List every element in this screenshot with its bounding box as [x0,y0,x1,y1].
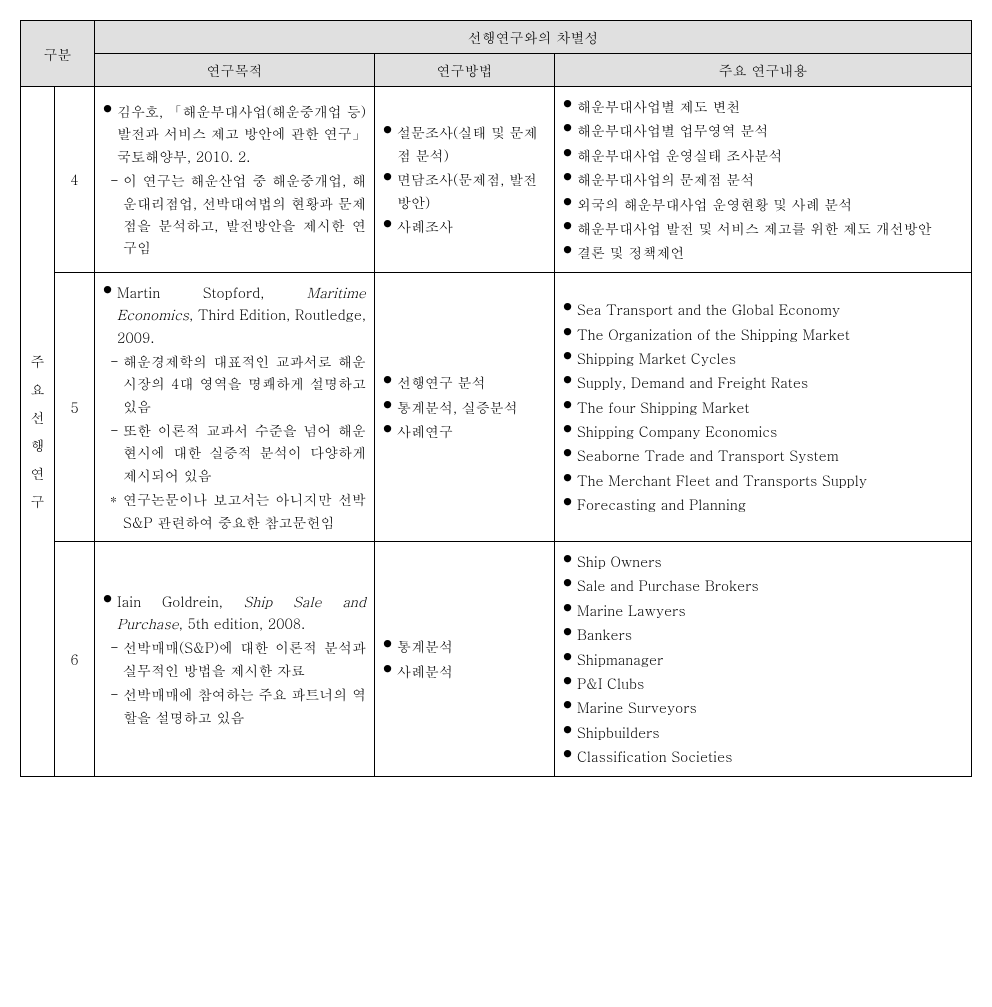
purpose-sub: 선박매매에 참여하는 주요 파트너의 역할을 설명하고 있음 [103,683,366,728]
category-label: 주요선행연구 [31,351,45,511]
purpose-sub: 이 연구는 해운산업 중 해운중개업, 해운대리점업, 선박대여법의 현황과 문… [103,169,366,259]
content-item: 해운부대사업 발전 및 서비스 제고를 위한 제도 개선방안 [563,217,963,239]
purpose-cell: Iain Goldrein, Ship Sale and Purchase, 5… [95,542,375,777]
purpose-list: Iain Goldrein, Ship Sale and Purchase, 5… [103,590,366,728]
table-row: 주요선행연구 4 김우호, 「해운부대사업(해운중개업 등) 발전과 서비스 제… [21,87,972,273]
purpose-sub: 해운경제학의 대표적인 교과서로 해운시장의 4대 영역을 명쾌하게 설명하고 … [103,350,366,417]
content-list: Ship Owners Sale and Purchase Brokers Ma… [563,550,963,768]
purpose-list: 김우호, 「해운부대사업(해운중개업 등) 발전과 서비스 제고 방안에 관한 … [103,100,366,259]
content-item: Shipping Company Economics [563,420,963,442]
purpose-cell: Martin Stopford, Maritime Economics, Thi… [95,272,375,541]
table-row: 5 Martin Stopford, Maritime Economics, T… [21,272,972,541]
purpose-main: Martin Stopford, Maritime Economics, Thi… [103,281,366,348]
table-row: 6 Iain Goldrein, Ship Sale and Purchase,… [21,542,972,777]
purpose-star: 연구논문이나 보고서는 아니지만 선박 S&P 관련하여 중요한 참고문헌임 [103,488,366,533]
purpose-text: Martin Stopford, [117,282,307,302]
method-cell: 통계분석 사례분석 [375,542,555,777]
content-item: Sale and Purchase Brokers [563,574,963,596]
content-item: Classification Societies [563,745,963,767]
method-item: 사례조사 [383,215,546,237]
content-item: Bankers [563,623,963,645]
research-table: 구분 선행연구와의 차별성 연구목적 연구방법 주요 연구내용 주요선행연구 4… [20,20,972,777]
header-diff: 선행연구와의 차별성 [95,21,972,54]
method-item: 통계분석, 실증분석 [383,396,546,418]
method-list: 선행연구 분석 통계분석, 실증분석 사례연구 [383,371,546,442]
content-item: The Organization of the Shipping Market [563,323,963,345]
content-item: The four Shipping Market [563,396,963,418]
method-item: 사례분석 [383,660,546,682]
content-list: Sea Transport and the Global Economy The… [563,298,963,516]
category-cell: 주요선행연구 [21,87,55,777]
content-item: Seaborne Trade and Transport System [563,444,963,466]
content-item: Supply, Demand and Freight Rates [563,371,963,393]
content-item: 결론 및 정책제언 [563,241,963,263]
header-method: 연구방법 [375,54,555,87]
purpose-cell: 김우호, 「해운부대사업(해운중개업 등) 발전과 서비스 제고 방안에 관한 … [95,87,375,273]
content-cell: Ship Owners Sale and Purchase Brokers Ma… [555,542,972,777]
content-item: Shipbuilders [563,721,963,743]
content-item: The Merchant Fleet and Transports Supply [563,469,963,491]
row-number: 5 [55,272,95,541]
content-item: Marine Surveyors [563,696,963,718]
method-list: 설문조사(실태 및 문제점 분석) 면담조사(문제점, 발전방안) 사례조사 [383,121,546,237]
content-item: Sea Transport and the Global Economy [563,298,963,320]
method-item: 통계분석 [383,635,546,657]
header-purpose: 연구목적 [95,54,375,87]
content-item: Marine Lawyers [563,599,963,621]
method-item: 설문조사(실태 및 문제점 분석) [383,121,546,166]
row-number: 4 [55,87,95,273]
content-item: 해운부대사업별 제도 변천 [563,95,963,117]
method-item: 면담조사(문제점, 발전방안) [383,168,546,213]
purpose-sub: 또한 이론적 교과서 수준을 넘어 해운 현시에 대한 실증적 분석이 다양하게… [103,419,366,486]
content-item: 해운부대사업의 문제점 분석 [563,168,963,190]
content-cell: Sea Transport and the Global Economy The… [555,272,972,541]
content-list: 해운부대사업별 제도 변천 해운부대사업별 업무영역 분석 해운부대사업 운영실… [563,95,963,264]
header-content: 주요 연구내용 [555,54,972,87]
purpose-list: Martin Stopford, Maritime Economics, Thi… [103,281,366,533]
content-cell: 해운부대사업별 제도 변천 해운부대사업별 업무영역 분석 해운부대사업 운영실… [555,87,972,273]
content-item: Forecasting and Planning [563,493,963,515]
content-item: P&I Clubs [563,672,963,694]
method-item: 선행연구 분석 [383,371,546,393]
method-cell: 설문조사(실태 및 문제점 분석) 면담조사(문제점, 발전방안) 사례조사 [375,87,555,273]
header-row-2: 연구목적 연구방법 주요 연구내용 [21,54,972,87]
row-number: 6 [55,542,95,777]
method-item: 사례연구 [383,420,546,442]
header-row-1: 구분 선행연구와의 차별성 [21,21,972,54]
content-item: Ship Owners [563,550,963,572]
header-gubun: 구분 [21,21,95,87]
purpose-sub: 선박매매(S&P)에 대한 이론적 분석과 실무적인 방법을 제시한 자료 [103,636,366,681]
purpose-main: Iain Goldrein, Ship Sale and Purchase, 5… [103,590,366,635]
content-item: Shipmanager [563,648,963,670]
method-cell: 선행연구 분석 통계분석, 실증분석 사례연구 [375,272,555,541]
purpose-main: 김우호, 「해운부대사업(해운중개업 등) 발전과 서비스 제고 방안에 관한 … [103,100,366,167]
content-item: 외국의 해운부대사업 운영현황 및 사례 분석 [563,193,963,215]
purpose-text: Iain Goldrein, [117,591,244,611]
content-item: Shipping Market Cycles [563,347,963,369]
content-item: 해운부대사업 운영실태 조사분석 [563,144,963,166]
content-item: 해운부대사업별 업무영역 분석 [563,119,963,141]
method-list: 통계분석 사례분석 [383,635,546,682]
purpose-text: , 5th edition, 2008. [179,613,305,633]
